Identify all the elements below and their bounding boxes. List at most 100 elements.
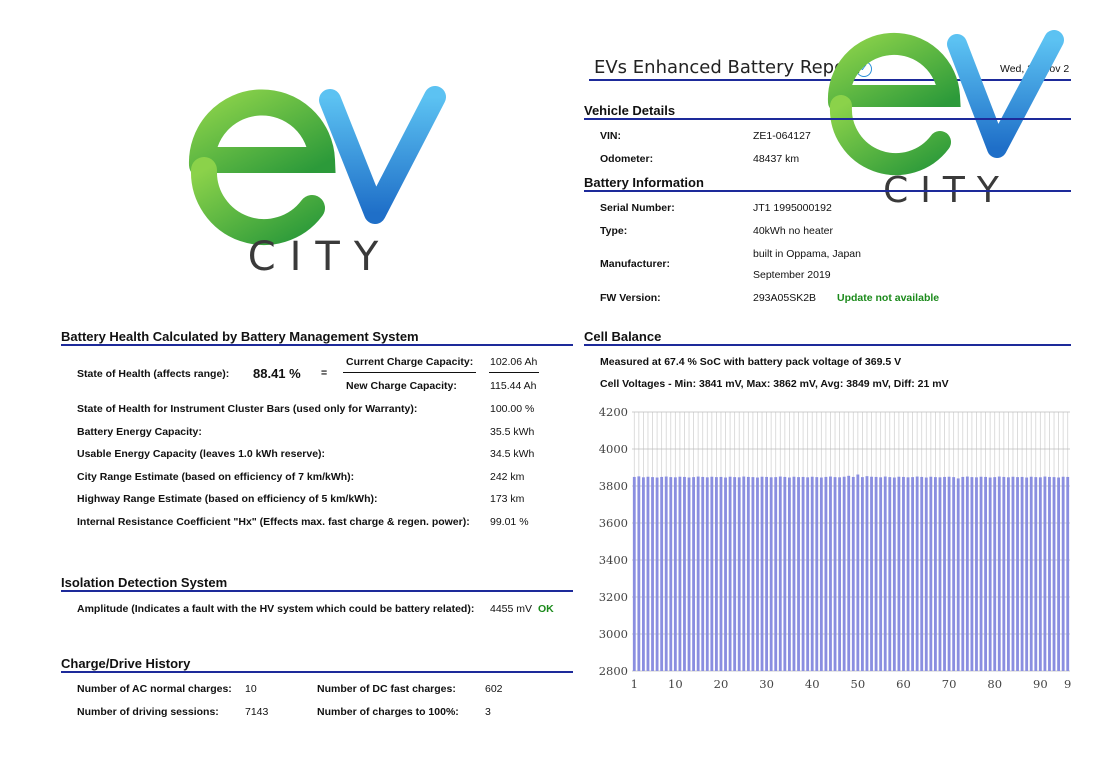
cell-voltage-chart: 2800 3000 3200 3400 3600 3800 4000 4200 1 10 20 30 4…	[599, 405, 1072, 691]
isolation-section-title: Isolation Detection System	[61, 575, 228, 590]
cell-bar	[970, 477, 974, 671]
cell-bar	[778, 476, 782, 671]
cell-bar	[646, 476, 650, 671]
dc-charges-value: 602	[485, 683, 503, 695]
full-charges-label: Number of charges to 100%:	[317, 706, 459, 718]
cell-bar	[824, 476, 828, 671]
cell-bar	[1011, 476, 1015, 671]
cell-bar	[924, 477, 928, 671]
logo-city-text: CITY	[248, 234, 393, 280]
y-tick-label: 4200	[599, 405, 628, 419]
cell-bar	[632, 476, 636, 671]
drive-sessions-value: 7143	[245, 706, 269, 718]
history-rule	[61, 671, 573, 673]
cell-bar	[993, 477, 997, 671]
cell-bar	[1048, 476, 1051, 671]
ac-charges-value: 10	[245, 683, 257, 695]
cell-bar	[975, 477, 978, 671]
cell-bar	[988, 477, 992, 671]
full-charges-value: 3	[485, 706, 491, 718]
soh-value: 88.41 %	[253, 366, 301, 381]
new-capacity-label: New Charge Capacity:	[346, 380, 457, 392]
cell-bar	[765, 476, 769, 671]
ev-logo-small-icon: CITY	[827, 30, 1064, 211]
cell-bar	[911, 477, 915, 671]
cell-bar	[947, 476, 951, 671]
cell-bar	[961, 476, 965, 671]
x-tick-label: 20	[714, 677, 729, 691]
cell-bar	[856, 474, 860, 671]
isolation-rule	[61, 590, 573, 592]
cell-bar	[801, 476, 805, 671]
cell-bar	[815, 477, 819, 671]
cell-bar	[897, 476, 901, 671]
x-tick-label: 10	[668, 677, 683, 691]
cell-bar	[860, 477, 864, 671]
serial-label: Serial Number:	[600, 202, 675, 214]
cell-bar	[664, 476, 668, 671]
amplitude-label: Amplitude (Indicates a fault with the HV…	[77, 603, 475, 615]
cell-bar	[829, 476, 832, 671]
cell-bar	[701, 476, 705, 671]
cell-bar	[669, 477, 673, 671]
health-row-value: 35.5 kWh	[490, 426, 535, 438]
cell-bar	[751, 477, 755, 671]
manufacturer-label: Manufacturer:	[600, 258, 671, 270]
cell-bar	[1057, 477, 1061, 671]
cell-bar	[902, 476, 905, 671]
cell-bar	[714, 477, 718, 671]
health-row-label: Highway Range Estimate (based on efficie…	[77, 493, 378, 505]
cell-bar	[733, 477, 737, 671]
x-tick-label: 1	[631, 677, 638, 691]
cell-bar	[842, 476, 846, 671]
cell-bar	[879, 477, 883, 671]
x-tick-label: 40	[805, 677, 820, 691]
cell-bar	[673, 477, 677, 671]
health-row-label: Internal Resistance Coefficient "Hx" (Ef…	[77, 516, 470, 528]
ev-city-logo-small: CITY	[822, 30, 1072, 211]
x-tick-label: 70	[942, 677, 957, 691]
cell-bar	[915, 476, 919, 671]
cell-bar	[687, 477, 691, 671]
fw-label: FW Version:	[600, 292, 661, 304]
odometer-label: Odometer:	[600, 153, 654, 165]
cell-bar	[655, 477, 659, 671]
cell-bar	[1038, 477, 1042, 671]
cell-bar	[865, 476, 869, 671]
y-tick-label: 3400	[599, 553, 628, 567]
cell-bar	[1061, 476, 1065, 671]
manufacturer-line1: built in Oppama, Japan	[753, 248, 861, 260]
new-capacity-value: 115.44 Ah	[490, 380, 537, 392]
cell-bar	[819, 477, 823, 671]
cell-bar	[806, 477, 810, 671]
y-tick-label: 3800	[599, 479, 628, 493]
cell-bar	[984, 476, 988, 671]
health-row-value: 173 km	[490, 493, 525, 505]
manufacturer-line2: September 2019	[753, 269, 831, 281]
fw-status: Update not available	[837, 292, 940, 304]
cell-bar	[847, 475, 851, 671]
type-label: Type:	[600, 225, 628, 237]
cell-bar	[641, 477, 645, 671]
health-row-value: 99.01 %	[490, 516, 529, 528]
battery-rule	[584, 190, 1071, 192]
cell-bar	[678, 476, 682, 671]
y-tick-label: 4000	[599, 442, 628, 456]
vehicle-rule	[584, 118, 1071, 120]
cell-bar	[769, 477, 773, 671]
vin-value: ZE1-064127	[753, 130, 811, 142]
amplitude-value: 4455 mV	[490, 603, 533, 615]
cell-bar	[956, 478, 960, 671]
history-section-title: Charge/Drive History	[61, 656, 191, 671]
report-title: EVs Enhanced Battery Report	[594, 57, 860, 78]
y-tick-label: 2800	[599, 664, 628, 678]
cell-voltages: Cell Voltages - Min: 3841 mV, Max: 3862 …	[600, 378, 949, 390]
dc-charges-label: Number of DC fast charges:	[317, 683, 456, 695]
y-tick-label: 3000	[599, 627, 628, 641]
x-tick-label: 60	[896, 677, 911, 691]
cell-bar	[756, 477, 759, 671]
cell-bar	[710, 476, 714, 671]
cell-bar	[1020, 476, 1024, 671]
vin-label: VIN:	[600, 130, 621, 142]
health-row-label: City Range Estimate (based on efficiency…	[77, 471, 355, 483]
